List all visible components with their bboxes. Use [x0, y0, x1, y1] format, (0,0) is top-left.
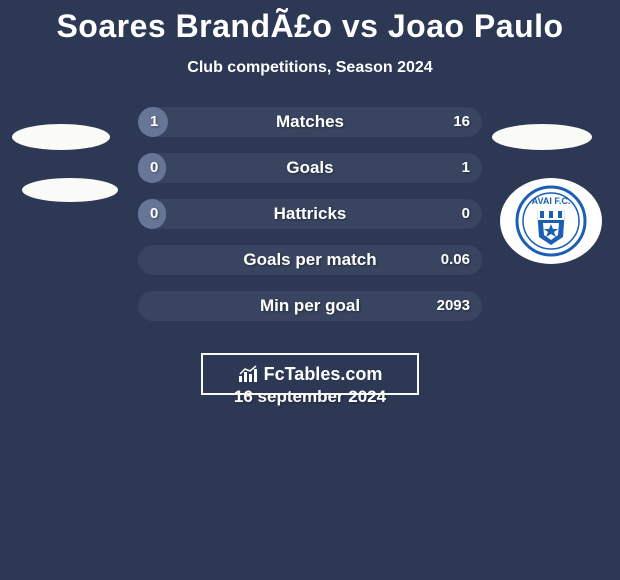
chart-icon [238, 365, 260, 383]
stat-right-value: 0.06 [441, 245, 470, 275]
stat-label: Min per goal [138, 291, 482, 321]
page-title: Soares BrandÃ£o vs Joao Paulo [0, 0, 620, 45]
stat-row: 0Hattricks0 [0, 199, 620, 229]
branding-text: FcTables.com [264, 364, 383, 385]
stat-right-value: 1 [462, 153, 470, 183]
stat-row: Goals per match0.06 [0, 245, 620, 275]
stat-label: Goals [138, 153, 482, 183]
stat-label: Goals per match [138, 245, 482, 275]
stats-rows: 1Matches160Goals10Hattricks0Goals per ma… [0, 107, 620, 321]
stat-row: 0Goals1 [0, 153, 620, 183]
branding-box[interactable]: FcTables.com [201, 353, 419, 395]
stat-right-value: 16 [453, 107, 470, 137]
stat-right-value: 2093 [437, 291, 470, 321]
page-subtitle: Club competitions, Season 2024 [0, 59, 620, 77]
stat-row: Min per goal2093 [0, 291, 620, 321]
stat-label: Hattricks [138, 199, 482, 229]
stat-label: Matches [138, 107, 482, 137]
stat-right-value: 0 [462, 199, 470, 229]
stat-row: 1Matches16 [0, 107, 620, 137]
